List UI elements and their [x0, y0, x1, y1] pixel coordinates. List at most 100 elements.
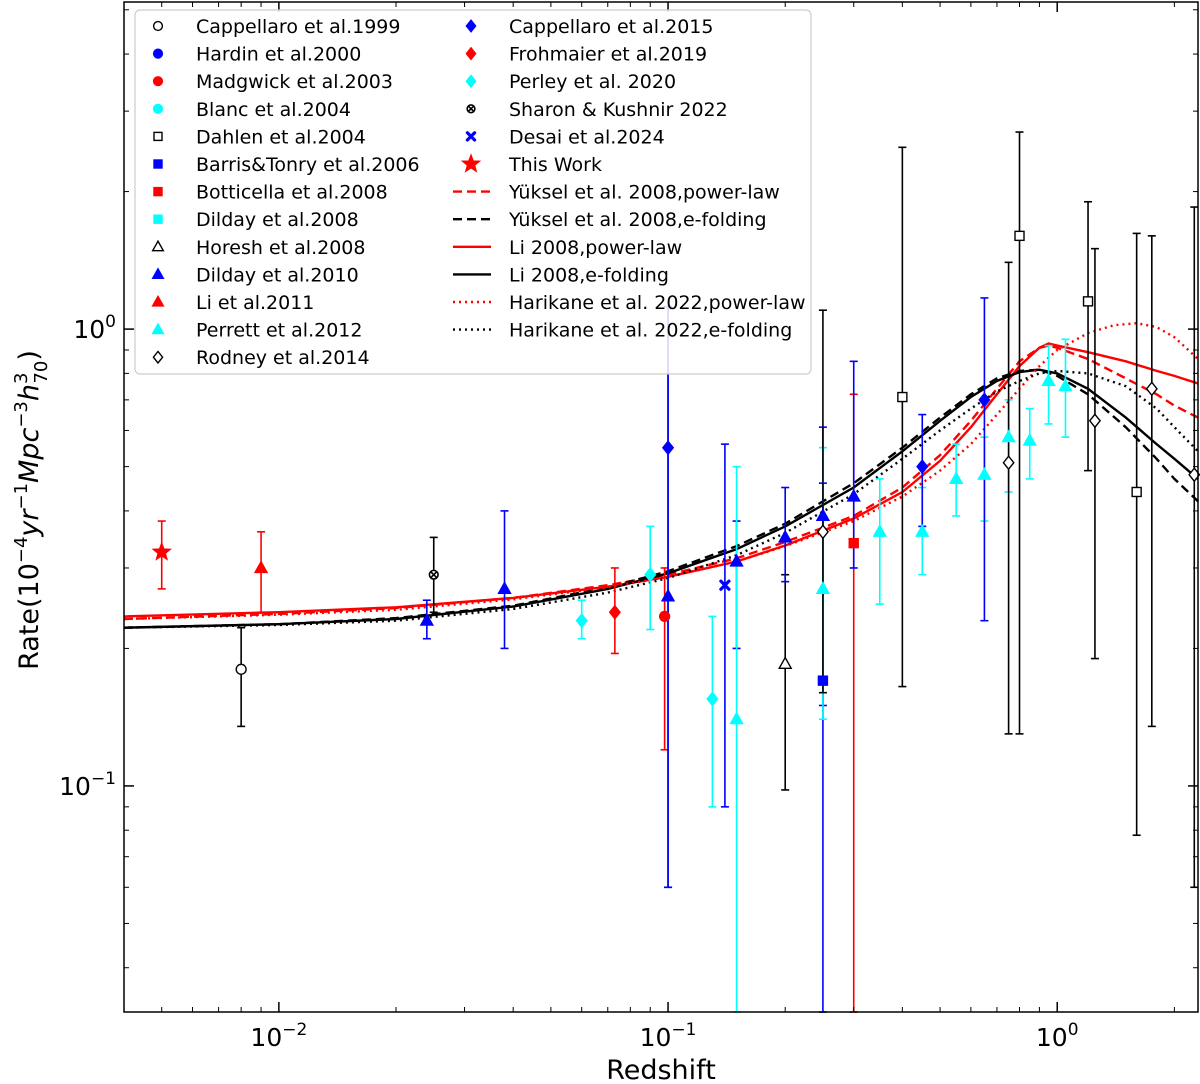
- point-9-2: [660, 588, 676, 602]
- point-12-3: [1145, 381, 1158, 397]
- point-11-9: [1058, 378, 1073, 392]
- legend-label-11: Perrett et al.2012: [196, 320, 362, 342]
- point-11-3: [915, 524, 930, 537]
- legend-label-10: Li et al.2011: [196, 292, 314, 314]
- point-11-8: [1041, 373, 1056, 387]
- point-0-0: [235, 663, 247, 675]
- point-18-0: [151, 541, 172, 561]
- legend-marker-11: [151, 322, 165, 335]
- legend-label-8: Horesh et al.2008: [196, 237, 365, 259]
- point-4-1: [1014, 230, 1025, 242]
- point-17-0: [719, 579, 731, 591]
- point-15-1: [644, 567, 657, 583]
- legend-label-13: Cappellaro et al.2015: [509, 16, 713, 38]
- legend-label-2: Madgwick et al.2003: [196, 71, 393, 93]
- y-tick-label-0: 10−1: [59, 769, 116, 801]
- legend-marker-9: [151, 267, 165, 280]
- legend-label-12: Rodney et al.2014: [196, 347, 370, 369]
- point-14-0: [608, 604, 621, 620]
- x-tick-label-1: 10−1: [640, 1020, 697, 1052]
- plot-frame: [123, 1, 1199, 1013]
- legend-marker-18: [460, 153, 482, 173]
- legend-label-16: Sharon & Kushnir 2022: [509, 99, 728, 121]
- legend-label-21: Li 2008,power-law: [509, 237, 682, 259]
- point-15-0: [575, 613, 588, 629]
- legend-label-17: Desai et al.2024: [509, 126, 665, 148]
- point-9-0: [419, 612, 435, 626]
- legend-marker-7: [153, 214, 163, 224]
- legend-label-15: Perley et al. 2020: [509, 71, 676, 93]
- legend-marker-15: [465, 74, 477, 89]
- legend-marker-0: [152, 20, 164, 32]
- legend-marker-2: [152, 76, 164, 87]
- legend-label-22: Li 2008,e-folding: [509, 264, 669, 286]
- data-markers: [151, 230, 1200, 725]
- legend-label-5: Barris&Tonry et al.2006: [196, 154, 420, 176]
- point-12-2: [1088, 413, 1102, 429]
- point-5-0: [817, 675, 829, 686]
- point-13-2: [978, 392, 991, 408]
- y-axis-label: Rate(10−4yr−1Mpc−3h370): [11, 350, 52, 670]
- point-9-1: [497, 581, 512, 594]
- point-9-5: [815, 508, 831, 522]
- legend-label-4: Dahlen et al.2004: [196, 126, 366, 148]
- legend-marker-12: [152, 350, 164, 365]
- legend-marker-17: [465, 131, 477, 142]
- legend-marker-10: [151, 294, 165, 307]
- curve-1: [123, 368, 1199, 629]
- point-11-6: [1001, 429, 1016, 443]
- point-9-4: [778, 529, 793, 543]
- point-9-6: [846, 488, 861, 502]
- point-11-5: [977, 466, 992, 480]
- point-8-0: [778, 656, 793, 669]
- legend-marker-1: [152, 48, 164, 59]
- legend-label-19: Yüksel et al. 2008,power-law: [508, 182, 780, 204]
- point-9-3: [729, 553, 744, 567]
- legend-label-23: Harikane et al. 2022,power-law: [509, 292, 806, 314]
- point-11-4: [949, 471, 964, 485]
- legend: Cappellaro et al.1999 Hardin et al.2000 Ma…: [134, 9, 812, 375]
- legend-label-9: Dilday et al.2010: [196, 264, 359, 286]
- point-12-0: [816, 524, 829, 540]
- legend-marker-16: [466, 104, 476, 114]
- legend-label-1: Hardin et al.2000: [196, 44, 361, 66]
- legend-marker-14: [465, 46, 477, 61]
- point-13-0: [661, 440, 675, 456]
- legend-label-14: Frohmaier et al.2019: [509, 44, 707, 66]
- legend-label-6: Botticella et al.2008: [196, 182, 388, 204]
- point-11-2: [872, 524, 887, 537]
- point-4-2: [1082, 296, 1094, 307]
- x-tick-label-0: 10−2: [250, 1020, 307, 1052]
- legend-label-7: Dilday et al.2008: [196, 209, 359, 231]
- legend-marker-4: [153, 131, 163, 142]
- legend-label-20: Yüksel et al. 2008,e-folding: [508, 209, 767, 231]
- point-2-0: [658, 610, 671, 623]
- point-10-0: [253, 560, 269, 574]
- curve-5: [123, 369, 1199, 629]
- point-6-0: [848, 537, 859, 549]
- point-12-1: [1002, 455, 1015, 471]
- point-16-0: [428, 569, 439, 580]
- point-4-3: [1131, 486, 1142, 498]
- legend-label-0: Cappellaro et al.1999: [196, 16, 400, 38]
- point-13-1: [916, 459, 929, 475]
- legend-label-18: This Work: [508, 154, 602, 176]
- legend-marker-6: [153, 186, 163, 197]
- legend-label-3: Blanc et al.2004: [196, 99, 351, 121]
- x-tick-label-2: 100: [1036, 1020, 1079, 1052]
- point-11-1: [815, 581, 831, 594]
- error-bars: [157, 131, 1199, 1013]
- axes: 10−2 10−1 100 10−1 100: [59, 2, 1198, 1052]
- legend-marker-8: [151, 239, 165, 252]
- legend-marker-3: [152, 103, 164, 114]
- legend-marker-13: [465, 19, 477, 33]
- point-11-0: [729, 711, 744, 725]
- point-11-7: [1022, 432, 1037, 446]
- point-16-0-cross: [430, 571, 438, 579]
- legend-marker-5: [153, 159, 163, 169]
- legend-marker-16-cross: [467, 105, 475, 113]
- point-4-0: [897, 391, 908, 403]
- curve-3: [123, 368, 1199, 629]
- y-tick-label-1: 100: [73, 312, 116, 344]
